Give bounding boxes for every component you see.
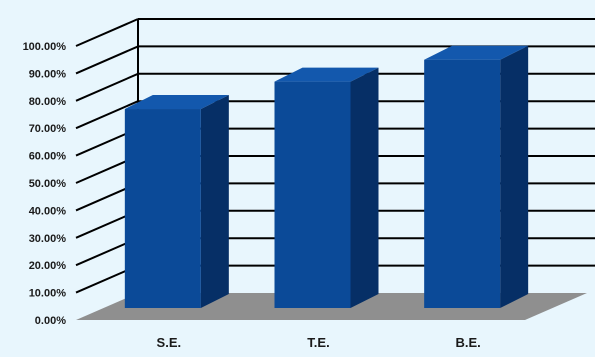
bar-top — [124, 95, 229, 110]
y-tick-label: 90.00% — [29, 68, 67, 80]
y-tick-label: 0.00% — [35, 315, 66, 327]
bar — [424, 45, 529, 309]
y-tick-label: 20.00% — [29, 260, 67, 272]
y-tick-label: 50.00% — [29, 178, 67, 190]
x-tick-label: S.E. — [157, 335, 182, 350]
bar-front — [274, 81, 351, 309]
gridline-side — [75, 100, 139, 130]
y-tick-label: 40.00% — [29, 205, 67, 217]
gridline-side — [75, 18, 139, 47]
x-tick-label: T.E. — [307, 335, 329, 350]
x-tick-label: B.E. — [456, 335, 481, 350]
gridline-side — [75, 45, 139, 75]
y-tick-label: 30.00% — [29, 233, 67, 245]
y-tick-label: 70.00% — [29, 123, 67, 135]
bar-front — [124, 109, 201, 309]
bar-side — [200, 95, 229, 309]
bar-side — [500, 45, 529, 308]
bar-side — [350, 67, 379, 309]
gridline-side — [75, 72, 139, 102]
y-tick-label: 80.00% — [29, 96, 67, 108]
bar-top — [424, 45, 529, 60]
y-tick-label: 10.00% — [29, 288, 67, 300]
bar — [124, 95, 229, 309]
bar-front — [424, 59, 501, 309]
y-tick-label: 60.00% — [29, 151, 67, 163]
bar-top — [274, 67, 379, 82]
y-tick-label: 100.00% — [23, 41, 67, 53]
bar — [274, 67, 379, 309]
